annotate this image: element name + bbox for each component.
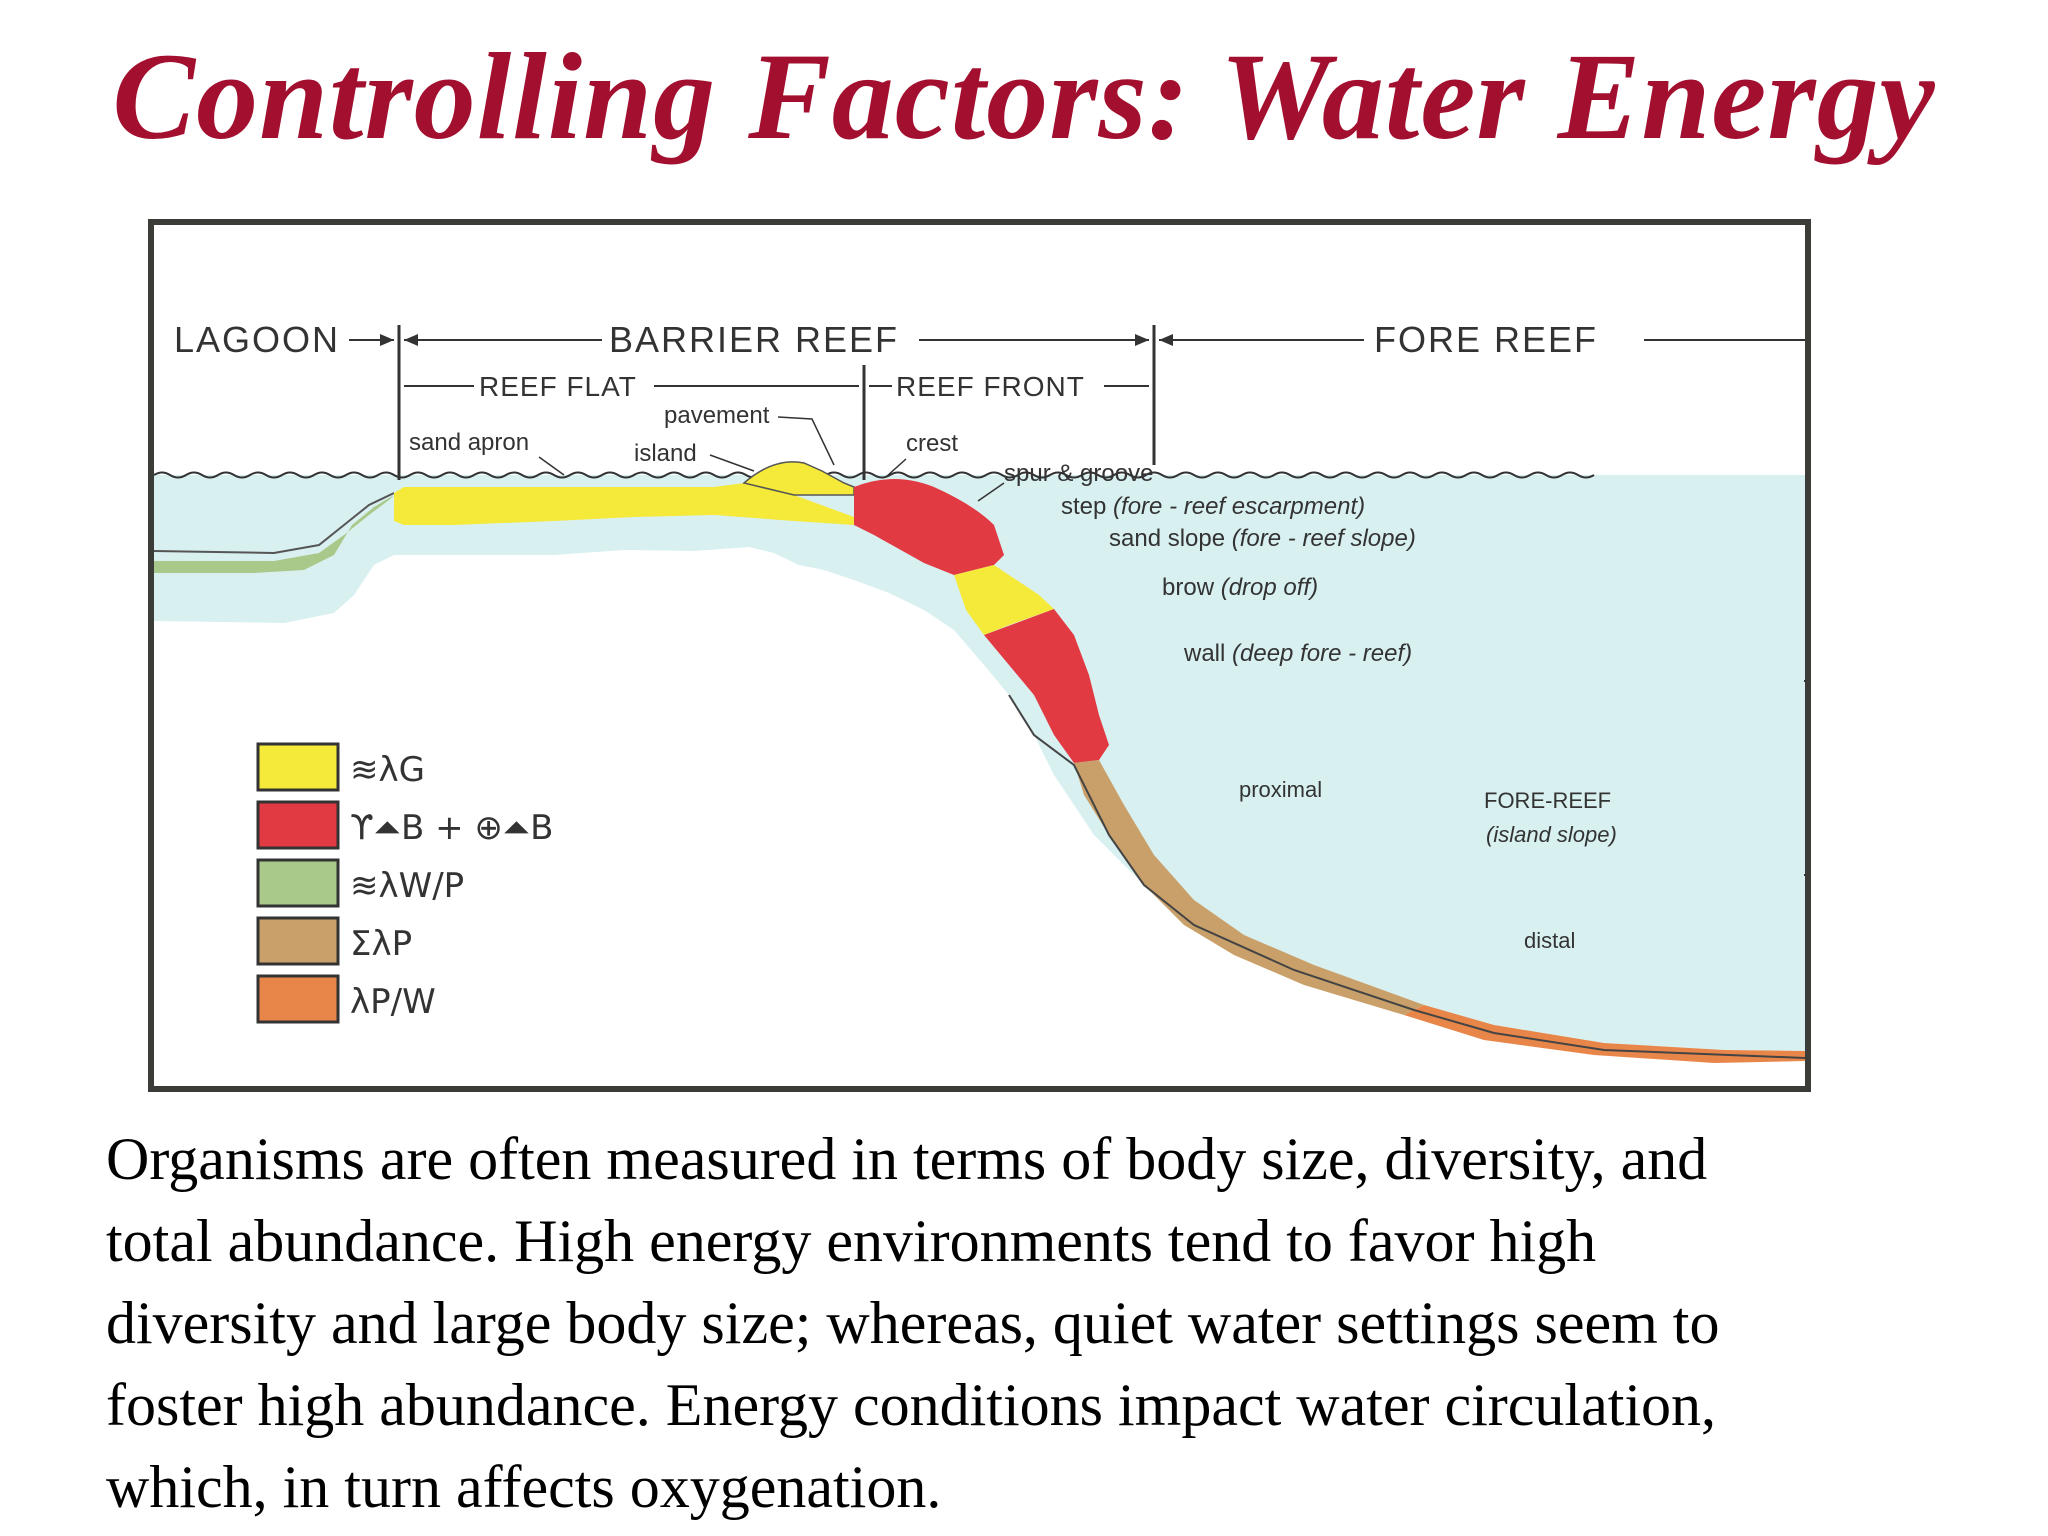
sand-slope-label: sand slope — [1109, 525, 1225, 552]
zone-label-barrier-reef: BARRIER REEF — [609, 319, 899, 360]
sand-slope-note: (fore - reef slope) — [1232, 525, 1416, 552]
feature-wall: wall (deep fore - reef) — [1183, 640, 1412, 667]
island-leader — [709, 454, 755, 472]
feature-distal: distal — [1524, 928, 1575, 953]
crest-leader — [885, 458, 907, 478]
reef-profile-svg: LAGOON BARRIER REEF FORE REEF REEF FLAT … — [154, 319, 1805, 1063]
sand-apron-leader — [538, 456, 565, 476]
seafloor-outline — [1008, 694, 1805, 1059]
feature-sand-slope: sand slope (fore - reef slope) — [1109, 525, 1416, 552]
caption-line-4: foster high abundance. Energy conditions… — [106, 1372, 1717, 1438]
sand-slope-yellow-facies — [954, 565, 1054, 635]
reef-flat-yellow-facies — [394, 480, 854, 525]
feature-fore-reef: FORE-REEF — [1484, 788, 1611, 813]
sea-surface-line — [154, 471, 1595, 479]
seawater-area — [154, 475, 1805, 1051]
legend-swatch-yellow — [256, 742, 340, 792]
zone-label-reef-flat: REEF FLAT — [479, 371, 637, 402]
slide-title: Controlling Factors: Water Energy — [112, 28, 1936, 165]
legend-symbol-5: λP/W — [350, 982, 436, 1022]
feature-step: step (fore - reef escarpment) — [1061, 493, 1365, 520]
zone-label-reef-front: REEF FRONT — [896, 371, 1085, 402]
feature-spur-groove: spur & groove — [1004, 460, 1153, 487]
feature-island: island — [634, 440, 697, 467]
pavement-leader — [777, 416, 835, 466]
facies-legend: ≋λG ϒ⏶B + ⊕⏶B ≋λW/P ΣλP λP/W — [256, 742, 553, 1024]
legend-symbol-4: ΣλP — [350, 924, 412, 964]
reef-crest-red-facies — [854, 479, 1004, 575]
legend-swatch-tan — [256, 916, 340, 966]
spur-groove-leader — [977, 482, 1005, 502]
legend-symbol-3: ≋λW/P — [350, 866, 464, 906]
feature-proximal: proximal — [1239, 777, 1322, 802]
caption-line-1: Organisms are often measured in terms of… — [106, 1126, 1708, 1192]
wall-red-facies — [984, 609, 1109, 763]
step-label: step — [1061, 493, 1106, 520]
caption-paragraph: Organisms are often measured in terms of… — [106, 1118, 1986, 1528]
barrier-reef-arrowhead-right — [1135, 334, 1149, 346]
lagoon-arrowhead — [380, 334, 394, 346]
caption-line-5: which, in turn affects oxygenation. — [106, 1454, 942, 1520]
reef-profile-diagram: LAGOON BARRIER REEF FORE REEF REEF FLAT … — [148, 219, 1811, 1092]
barrier-reef-arrowhead-left — [404, 334, 418, 346]
lagoon-floor-green-facies — [154, 495, 394, 573]
lagoon-floor-outline — [154, 492, 395, 555]
step-note: (fore - reef escarpment) — [1113, 493, 1365, 520]
legend-swatch-green — [256, 858, 340, 908]
legend-swatch-red — [256, 800, 340, 850]
caption-line-3: diversity and large body size; whereas, … — [106, 1290, 1720, 1356]
caption-line-2: total abundance. High energy environment… — [106, 1208, 1597, 1274]
proximal-slope-tan-facies — [1074, 760, 1424, 1015]
feature-pavement: pavement — [664, 402, 770, 429]
feature-fore-reef-note: (island slope) — [1486, 822, 1617, 847]
legend-swatch-orange — [256, 974, 340, 1024]
legend-symbol-2: ϒ⏶B + ⊕⏶B — [350, 808, 553, 848]
zone-label-fore-reef: FORE REEF — [1374, 319, 1598, 360]
brow-note: (drop off) — [1221, 574, 1318, 601]
feature-crest: crest — [906, 430, 958, 457]
legend-symbol-1: ≋λG — [350, 750, 425, 790]
feature-sand-apron: sand apron — [409, 429, 529, 456]
wall-label: wall — [1183, 640, 1225, 667]
wall-note: (deep fore - reef) — [1232, 640, 1412, 667]
feature-brow: brow (drop off) — [1162, 574, 1318, 601]
zone-label-lagoon: LAGOON — [174, 319, 340, 360]
fore-reef-arrowhead-left — [1159, 334, 1173, 346]
brow-label: brow — [1162, 574, 1215, 601]
